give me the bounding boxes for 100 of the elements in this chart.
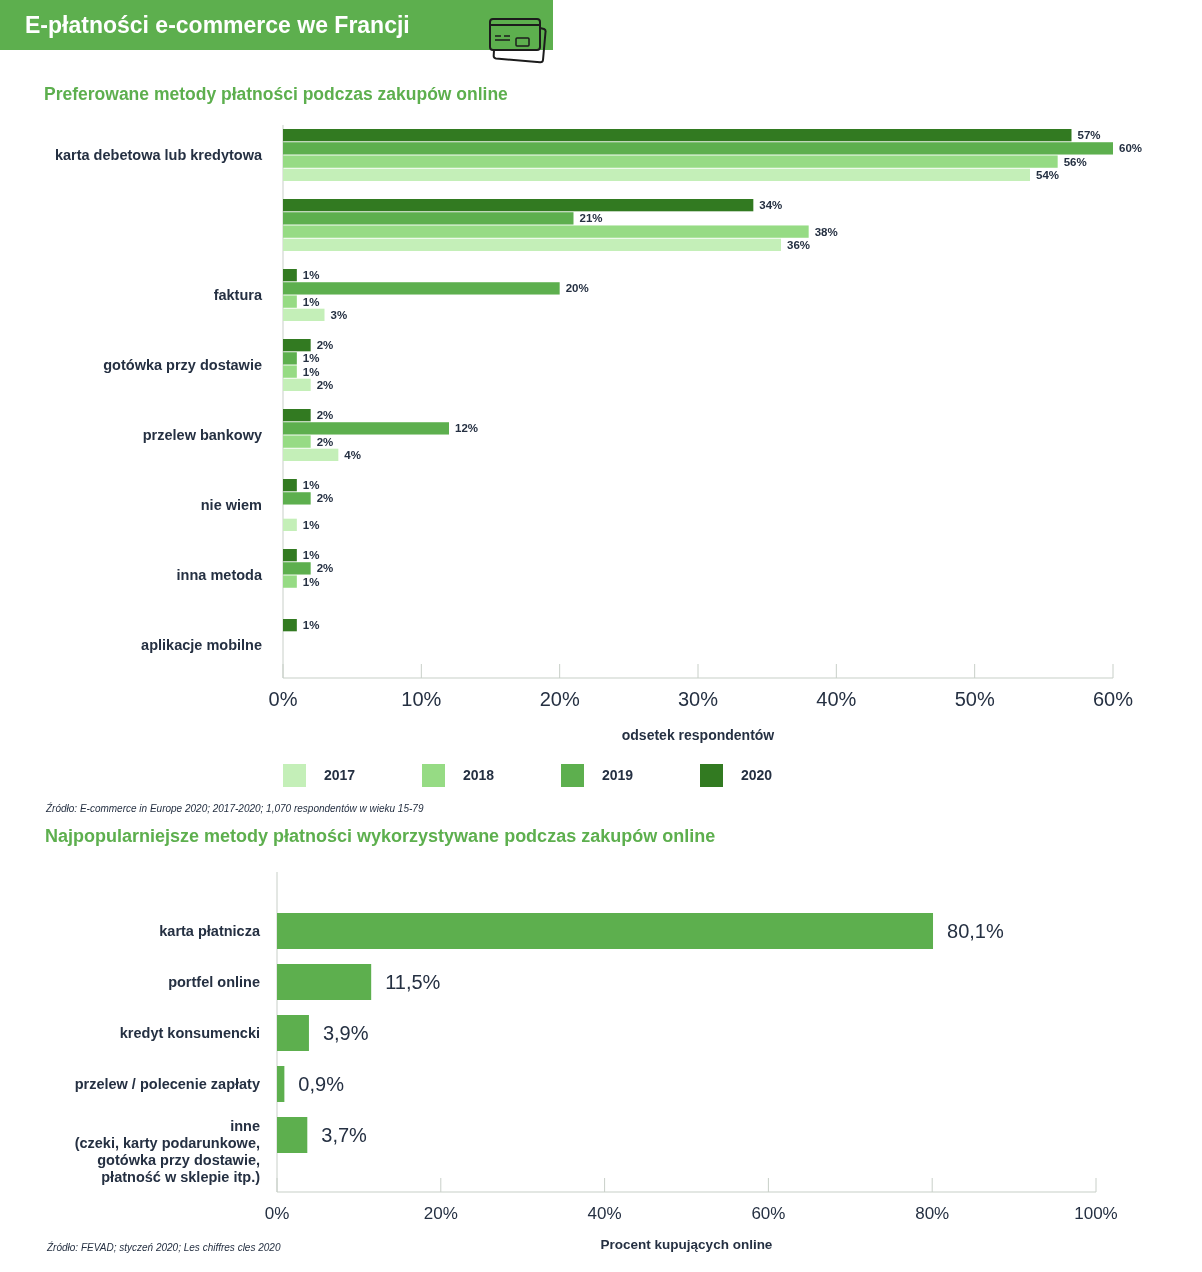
bar (283, 168, 1030, 181)
data-label: 3% (330, 308, 348, 321)
bar (283, 409, 311, 422)
data-label: 56% (1063, 155, 1087, 168)
bar (283, 378, 311, 391)
y-tick-label: gotówka przy dostawie (103, 357, 262, 374)
legend-label: 2018 (463, 767, 495, 784)
bar (283, 422, 449, 435)
bar (283, 619, 297, 632)
x-axis-title: Procent kupujących online (600, 1237, 773, 1252)
x-tick-label: 60% (751, 1204, 786, 1223)
bar (283, 129, 1072, 142)
bar (277, 1015, 309, 1051)
text: Źródło: E-commerce in Europe 2020; 2017-2020; 1,070 respondentów w wieku 15-79 (45, 802, 424, 814)
bar (283, 479, 297, 492)
y-tick-label: przelew bankowy (142, 427, 262, 444)
data-label: 1% (302, 352, 320, 365)
y-tick-label: karta debetowa lub kredytowa (54, 147, 263, 164)
bar (283, 212, 574, 225)
x-axis-title: odsetek respondentów (621, 727, 775, 743)
bar (283, 269, 297, 282)
data-label: 1% (302, 365, 320, 378)
x-tick-label: 0% (268, 688, 298, 710)
bar (277, 913, 934, 949)
bar (283, 575, 297, 588)
data-label: 1% (302, 619, 320, 632)
data-label: 12% (455, 422, 479, 435)
x-tick-label: 0% (264, 1204, 290, 1223)
y-tick-label: kredyt konsumencki (119, 1025, 260, 1042)
data-label: 80,1% (947, 920, 1004, 942)
data-label: 2% (316, 435, 334, 448)
legend-label: 2019 (602, 767, 634, 784)
data-label: 21% (579, 212, 603, 225)
y-tick-label: inne (czeki, karty podarunkowe, gotówka przy dostawie, płatność w sklepie itp.) (74, 1117, 261, 1185)
x-tick-label: 100% (1074, 1204, 1118, 1223)
text: Źródło: FEVAD; styczeń 2020; Les chiffres cles 2020 (46, 1241, 281, 1253)
x-tick-label: 50% (954, 688, 995, 710)
data-label: 3,9% (322, 1022, 369, 1044)
data-label: 20% (565, 282, 589, 295)
bar (283, 352, 297, 365)
data-label: 60% (1119, 142, 1143, 155)
chart-title: E-płatności e-commerce we Francji (25, 12, 410, 38)
data-label: 36% (787, 238, 811, 251)
y-tick-label: faktura (213, 287, 263, 304)
data-label: 1% (302, 549, 320, 562)
bar (283, 549, 297, 562)
bar (283, 339, 311, 352)
bar (283, 562, 311, 575)
y-tick-label: nie wiem (200, 497, 262, 514)
data-label: 2% (316, 409, 334, 422)
bar (277, 1117, 308, 1153)
bar (283, 142, 1113, 155)
bar (283, 199, 754, 212)
x-tick-label: 20% (539, 688, 580, 710)
data-label: 4% (344, 448, 361, 461)
x-tick-label: 10% (401, 688, 442, 710)
data-label: 2% (316, 378, 334, 391)
x-tick-label: 30% (677, 688, 719, 710)
legend-label: 2017 (324, 767, 356, 784)
y-tick-label: przelew / polecenie zapłaty (74, 1076, 260, 1093)
bar (283, 238, 781, 251)
bar (283, 492, 311, 505)
data-label: 38% (814, 225, 838, 238)
data-label: 0,9% (298, 1073, 345, 1095)
bar (283, 435, 311, 448)
data-label: 34% (759, 199, 783, 212)
y-tick-label: aplikacje mobilne (141, 637, 262, 654)
data-label: 2% (316, 562, 334, 575)
data-label: 54% (1036, 168, 1060, 181)
data-label: 11,5% (385, 971, 441, 993)
x-tick-label: 40% (816, 688, 857, 710)
bar (283, 282, 560, 295)
bar (283, 308, 325, 321)
bar (283, 365, 297, 378)
data-label: 1% (302, 575, 320, 588)
y-tick-label: karta płatnicza (159, 923, 261, 940)
legend-label: 2020 (741, 767, 773, 784)
x-tick-label: 60% (1092, 688, 1134, 710)
data-label: 2% (316, 339, 334, 352)
bar (283, 448, 339, 461)
x-tick-label: 40% (587, 1204, 622, 1223)
bar (277, 964, 372, 1000)
y-tick-label: portfel online (168, 974, 260, 991)
bar (283, 295, 297, 308)
x-tick-label: 20% (423, 1204, 458, 1223)
x-tick-label: 80% (915, 1204, 950, 1223)
y-tick-label: inna metoda (176, 567, 263, 584)
bar (277, 1066, 285, 1102)
chart-subtitle: Preferowane metody płatności podczas zakupów online (44, 84, 509, 104)
data-label: 2% (316, 492, 334, 505)
bar (283, 155, 1058, 168)
data-label: 1% (302, 269, 320, 282)
bar (283, 225, 809, 238)
data-label: 1% (302, 518, 320, 531)
data-label: 3,7% (321, 1124, 368, 1146)
chart-title: Najpopularniejsze metody płatności wykorzystywane podczas zakupów online (45, 826, 716, 846)
data-label: 1% (302, 295, 320, 308)
data-label: 1% (302, 479, 320, 492)
data-label: 57% (1077, 129, 1101, 142)
bar (283, 518, 297, 531)
